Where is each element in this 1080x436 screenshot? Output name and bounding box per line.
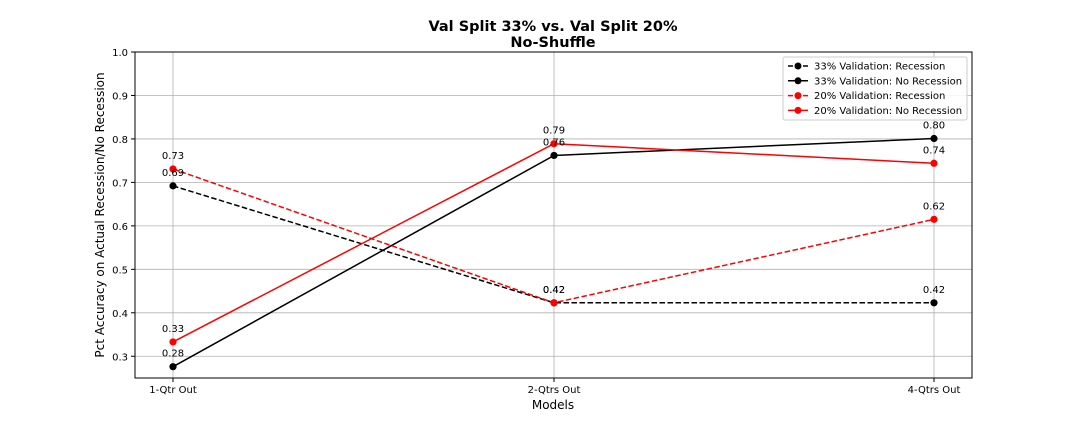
legend-entry: 33% Validation: Recession (788, 62, 945, 73)
series-3 (169, 165, 938, 307)
data-point (169, 182, 177, 190)
series-2 (169, 134, 938, 371)
legend-marker (794, 62, 802, 70)
y-tick-label: 0.3 (112, 352, 128, 363)
x-axis-label: Models (532, 398, 574, 412)
x-tick-label: 2-Qtrs Out (528, 385, 581, 396)
axis-ticks: 0.3 0.4 0.5 0.6 0.7 0.8 0.9 1.0 1-Qtr Out 2-Qtrs … (112, 48, 960, 396)
series-line (172, 185, 934, 304)
data-label: 0.80 (923, 120, 945, 131)
legend-box (782, 56, 968, 121)
legend-label: 20% Validation: Recession (814, 91, 945, 102)
legend: 33% Validation: Recession 33% Validation:… (782, 56, 968, 121)
data-label: 0.42 (543, 285, 565, 296)
series-line (172, 137, 935, 368)
y-tick-label: 0.7 (112, 178, 128, 189)
legend-entry: 20% Validation: No Recession (788, 106, 962, 117)
data-point (550, 140, 558, 148)
legend-marker (794, 92, 802, 100)
series-group (169, 134, 938, 371)
data-label: 0.33 (162, 324, 184, 335)
data-labels: 0.690.42 0.420.280.760.800.730.420.620.33… (162, 120, 945, 359)
chart-subtitle: No-Shuffle (510, 35, 595, 51)
data-label: 0.76 (543, 137, 565, 148)
y-tick-label: 1.0 (112, 48, 128, 59)
y-tick-label: 0.5 (112, 265, 128, 276)
data-label: 0.74 (923, 145, 945, 156)
data-point (930, 159, 938, 167)
data-label: 0.73 (162, 151, 184, 162)
y-tick-label: 0.9 (112, 91, 128, 102)
data-point (550, 151, 558, 160)
data-label: 0.69 (162, 168, 184, 179)
data-point (930, 215, 938, 223)
legend-marker (794, 77, 802, 85)
data-point (930, 134, 938, 143)
y-tick-label: 0.8 (112, 135, 128, 146)
legend-label: 33% Validation: No Recession (814, 76, 962, 87)
data-label: 0.28 (162, 349, 184, 360)
data-label: 0.62 (923, 201, 945, 212)
x-tick-label: 1-Qtr Out (149, 385, 197, 396)
data-point (169, 165, 177, 173)
x-tick-label: 4-Qtrs Out (908, 385, 961, 396)
y-tick-label: 0.4 (112, 309, 128, 320)
legend-label: 33% Validation: Recession (814, 62, 945, 73)
y-tick-label: 0.6 (112, 222, 128, 233)
y-axis-label: Pct Accuracy on Actual Recession/No Rece… (93, 72, 107, 357)
data-label: 0.42 (543, 285, 565, 296)
data-point (550, 299, 558, 307)
series-4 (169, 140, 938, 346)
legend-label: 20% Validation: No Recession (814, 106, 962, 117)
data-label: 0.79 (543, 126, 565, 137)
data-point (169, 338, 177, 346)
data-label: 0.42 (923, 285, 945, 296)
chart-title: Val Split 33% vs. Val Split 20% (428, 19, 678, 35)
legend-marker (794, 106, 802, 114)
legend-entry: 33% Validation: No Recession (788, 76, 962, 87)
data-point (169, 363, 177, 371)
data-point (930, 299, 938, 307)
legend-entry: 20% Validation: Recession (788, 91, 945, 102)
series-line (172, 142, 935, 343)
